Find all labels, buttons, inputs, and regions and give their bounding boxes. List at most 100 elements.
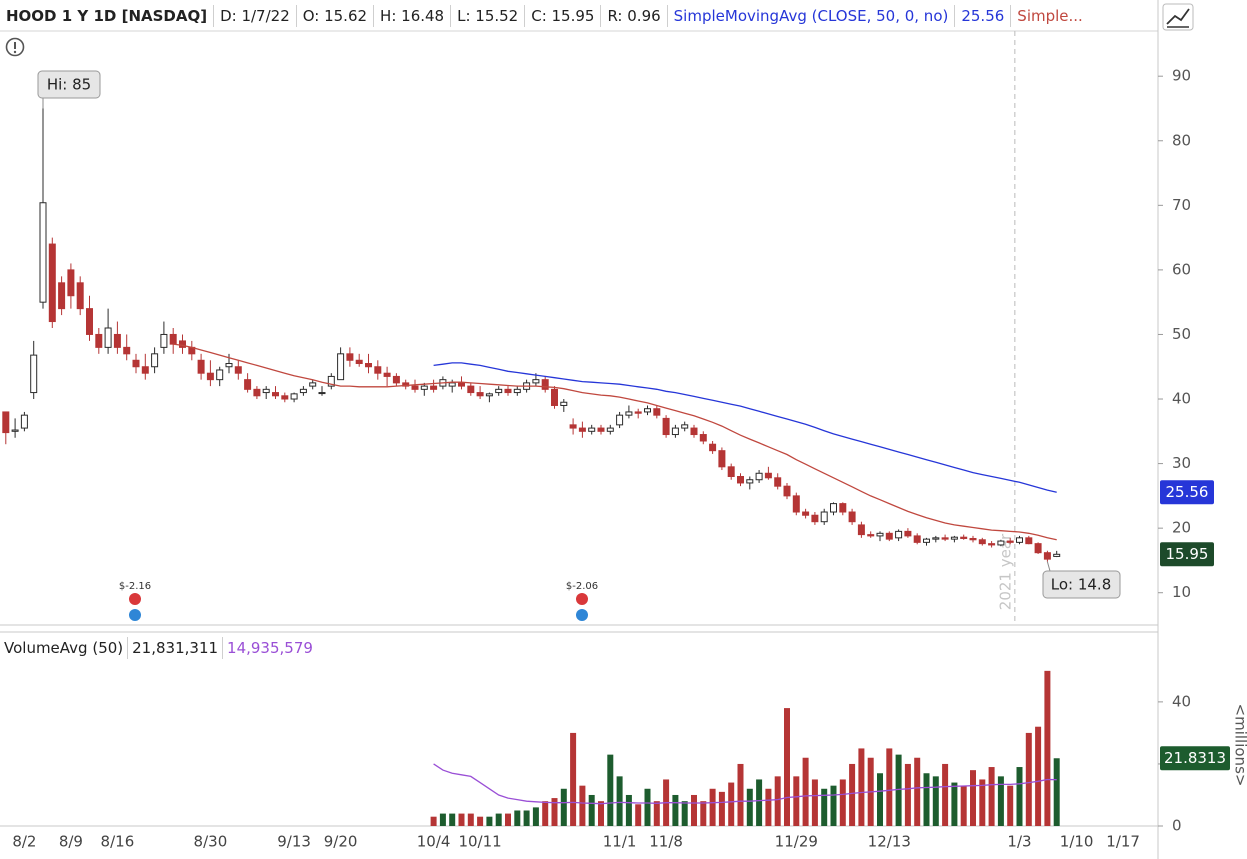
candle	[774, 473, 782, 490]
y-tick-label: 60	[1172, 260, 1191, 278]
x-tick-label: 11/1	[603, 833, 637, 851]
volume-bar	[607, 754, 614, 826]
volume-bar	[802, 757, 809, 826]
candle-body	[588, 427, 596, 432]
moving-average-line	[433, 362, 1057, 493]
candle	[309, 379, 317, 390]
x-tick-label: 10/4	[417, 833, 451, 851]
candle	[504, 386, 512, 396]
candle	[151, 347, 159, 374]
candle-body	[485, 393, 493, 397]
candle	[244, 373, 252, 393]
volume-bar	[877, 773, 883, 826]
candle	[467, 382, 475, 396]
candle-body	[616, 414, 624, 426]
candle-body	[997, 540, 1005, 546]
volume-bar	[532, 807, 539, 826]
earnings-marker[interactable]: $-2.16	[119, 581, 151, 621]
dividend-icon	[129, 609, 141, 621]
y-tick-label: 80	[1172, 131, 1191, 149]
candle-body	[495, 388, 503, 394]
candle-body	[123, 346, 131, 355]
x-tick-label: 10/11	[458, 833, 501, 851]
volume-bar	[904, 763, 911, 826]
x-tick-label: 11/29	[775, 833, 818, 851]
volume-bar	[839, 779, 846, 826]
candle	[941, 534, 949, 542]
candle	[718, 447, 726, 471]
volume-bar	[765, 788, 772, 826]
volume-bar	[579, 785, 586, 826]
volume-bar	[1035, 726, 1042, 826]
volume-bar	[970, 770, 976, 826]
candle	[848, 508, 856, 525]
volume-bar	[709, 788, 716, 826]
alert-icon[interactable]	[5, 37, 25, 57]
candle-body	[737, 476, 744, 484]
candle-body	[420, 385, 428, 390]
candle-body	[197, 359, 205, 374]
candle	[58, 276, 66, 316]
candle	[690, 424, 698, 438]
candle	[20, 411, 28, 432]
volume-bar	[458, 813, 465, 826]
candle-body	[560, 401, 568, 406]
volume-bar	[793, 776, 800, 826]
candle	[978, 537, 986, 546]
candle-body	[365, 363, 372, 368]
candle	[662, 415, 670, 438]
candle	[783, 482, 791, 500]
candle	[802, 508, 810, 519]
volume-bar	[979, 779, 986, 826]
candle	[551, 386, 558, 409]
volume-bar	[672, 794, 679, 826]
candle	[616, 411, 624, 429]
volume-bar	[570, 732, 577, 826]
volume-bar	[849, 763, 856, 826]
study-name[interactable]: SimpleMovingAvg (CLOSE, 50, 0, no)	[668, 4, 956, 27]
volume-bar	[1053, 758, 1060, 826]
candle	[923, 537, 930, 546]
candle-body	[76, 282, 84, 310]
header-date: D: 1/7/22	[214, 4, 297, 27]
candle	[1025, 535, 1033, 545]
candle-body	[644, 408, 651, 413]
dividend-icon	[576, 609, 588, 621]
candle	[513, 386, 521, 396]
candle-body	[746, 479, 754, 484]
candle-body	[253, 388, 261, 397]
earnings-marker[interactable]: $-2.06	[566, 581, 598, 621]
study-name[interactable]: Simple...	[1017, 6, 1083, 25]
volume-bar	[495, 813, 502, 826]
candle	[681, 421, 689, 432]
candle-body	[309, 382, 317, 387]
volume-bar	[1044, 670, 1051, 826]
candle-body	[30, 354, 38, 394]
candle	[327, 373, 335, 390]
candle-body	[1025, 537, 1033, 545]
candle-body	[318, 392, 326, 395]
candle-body	[532, 379, 540, 384]
candle-body	[151, 353, 159, 368]
candle-body	[569, 424, 577, 429]
candle-body	[48, 243, 56, 323]
candle	[272, 386, 279, 400]
volume-bar	[700, 801, 707, 826]
volume-study-name[interactable]: VolumeAvg (50)	[0, 637, 129, 659]
candle	[132, 353, 140, 374]
candle-body	[904, 530, 912, 537]
volume-bar	[756, 779, 763, 826]
candle-body	[104, 327, 112, 348]
y-tick-label: 40	[1172, 692, 1191, 710]
candle	[988, 541, 996, 548]
candle-body	[578, 427, 586, 432]
y-tick-label: 40	[1172, 390, 1191, 408]
volume-bar	[988, 767, 995, 826]
candle	[430, 379, 438, 393]
candle-body	[290, 393, 298, 400]
alert-dot	[13, 50, 17, 54]
volume-bar	[1016, 767, 1023, 826]
candle-body	[39, 202, 47, 303]
chart-style-icon[interactable]	[1162, 3, 1194, 31]
